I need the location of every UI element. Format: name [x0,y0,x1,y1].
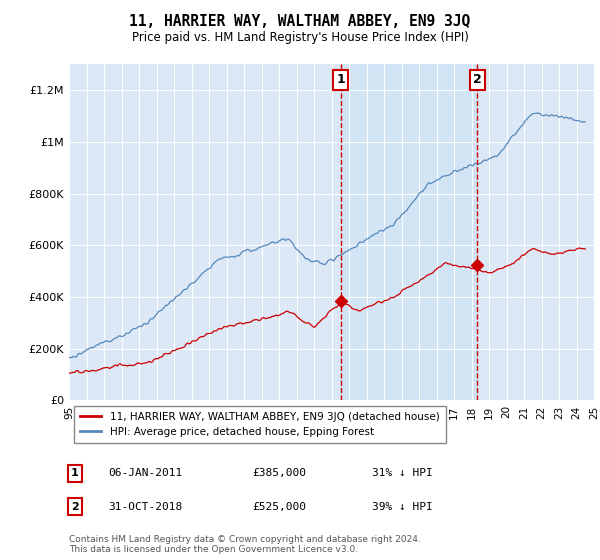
Text: Contains HM Land Registry data © Crown copyright and database right 2024.
This d: Contains HM Land Registry data © Crown c… [69,535,421,554]
Text: £525,000: £525,000 [252,502,306,512]
Text: 31% ↓ HPI: 31% ↓ HPI [372,468,433,478]
Text: 1: 1 [71,468,79,478]
Text: 2: 2 [473,73,482,86]
Text: Price paid vs. HM Land Registry's House Price Index (HPI): Price paid vs. HM Land Registry's House … [131,31,469,44]
Legend: 11, HARRIER WAY, WALTHAM ABBEY, EN9 3JQ (detached house), HPI: Average price, de: 11, HARRIER WAY, WALTHAM ABBEY, EN9 3JQ … [74,405,446,444]
Text: 06-JAN-2011: 06-JAN-2011 [108,468,182,478]
Text: 2: 2 [71,502,79,512]
Text: 39% ↓ HPI: 39% ↓ HPI [372,502,433,512]
Text: 31-OCT-2018: 31-OCT-2018 [108,502,182,512]
Text: 1: 1 [337,73,346,86]
Text: 11, HARRIER WAY, WALTHAM ABBEY, EN9 3JQ: 11, HARRIER WAY, WALTHAM ABBEY, EN9 3JQ [130,14,470,29]
Text: £385,000: £385,000 [252,468,306,478]
Bar [341,64,477,400]
